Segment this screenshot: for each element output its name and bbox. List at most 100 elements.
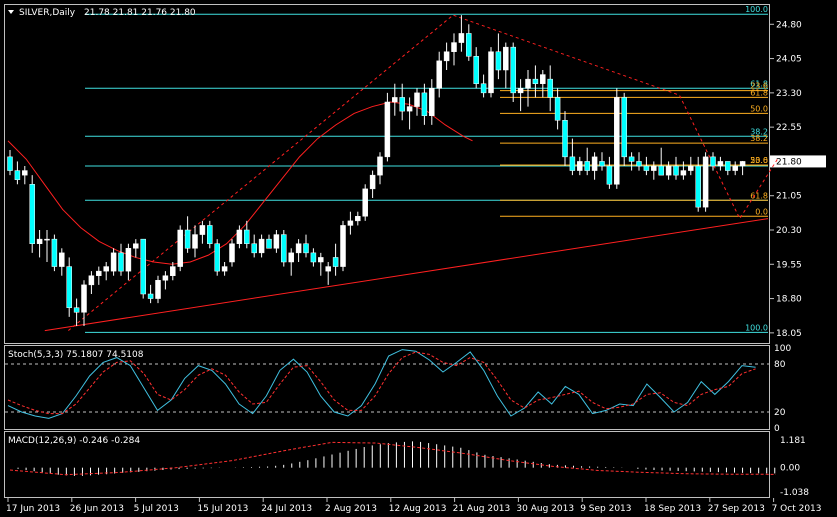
candle-body [162, 275, 169, 281]
price-tick-label: 21.05 [776, 192, 802, 202]
candle [495, 33, 502, 80]
candle-body [525, 78, 531, 89]
time-tick-label: 12 Aug 2013 [389, 504, 447, 514]
candle [577, 156, 583, 176]
candle-body [36, 238, 43, 244]
candle [303, 234, 309, 258]
candle-body [325, 266, 331, 272]
ohlc-readout: 21.78 21.81 21.76 21.80 [84, 8, 196, 18]
candle [739, 160, 746, 176]
candle-body [125, 248, 132, 272]
candle [347, 211, 354, 235]
candle-body [288, 252, 294, 263]
candle-body [473, 56, 479, 84]
time-tick-label: 7 Oct 2013 [772, 504, 822, 514]
candle-body [66, 266, 72, 308]
candle-body [184, 229, 191, 249]
price-tick-label: 23.30 [776, 89, 802, 99]
candle [310, 248, 317, 267]
candle [621, 92, 627, 166]
candle-body [614, 97, 620, 185]
candle-body [695, 165, 701, 208]
candle [162, 271, 169, 290]
candle [36, 230, 43, 258]
candle [266, 234, 272, 249]
candle-body [540, 74, 546, 84]
candle-body [340, 225, 346, 267]
candle [236, 225, 243, 249]
candle-body [118, 252, 124, 272]
fib-level-label: 23.6 [750, 156, 768, 165]
candle-body [51, 238, 58, 267]
fib-level-label: 61.8 [750, 79, 768, 88]
candle [651, 161, 657, 180]
candle-body [517, 88, 524, 94]
candle [332, 243, 339, 276]
candle [281, 230, 287, 267]
candle [517, 79, 524, 112]
candle [207, 220, 213, 249]
macd-tick-label: -1.038 [780, 488, 809, 498]
candle [725, 161, 731, 176]
candle [584, 147, 590, 176]
candle [392, 83, 398, 116]
candle [88, 271, 95, 294]
macd-tick-label: 0.00 [780, 464, 800, 474]
candle-body [399, 97, 405, 112]
candle [288, 248, 294, 276]
stochastic-oscillator: 100 80 20 0 [5, 344, 791, 434]
candle [658, 147, 664, 176]
macd-indicator: 1.181 0.00 -1.038 [9, 436, 809, 498]
candle [710, 152, 716, 171]
candle [192, 225, 198, 258]
stoch-main-line [7, 349, 756, 419]
candle-body [258, 238, 265, 254]
candle-body [414, 92, 420, 107]
price-tick-label: 18.05 [776, 329, 802, 339]
candle [414, 88, 420, 116]
candle [147, 284, 154, 304]
candle-body [96, 270, 102, 276]
candlesticks [7, 15, 746, 326]
candle [184, 216, 191, 253]
candle-body [7, 156, 13, 171]
candle [680, 161, 687, 180]
candle [214, 239, 220, 276]
candle-body [688, 165, 694, 171]
fib-level-label: 100.0 [745, 5, 768, 14]
candle [451, 33, 457, 66]
time-tick-label: 2 Aug 2013 [325, 504, 377, 514]
time-tick-label: 26 Jun 2013 [70, 504, 124, 514]
price-tick-label: 24.05 [776, 55, 802, 65]
candle [155, 275, 161, 304]
candle [340, 220, 346, 272]
price-axis: 24.80 24.05 23.30 22.55 21.80 21.05 20.30 19.55… [770, 20, 826, 339]
candle-body [236, 229, 243, 244]
candle [66, 257, 72, 317]
candle-body [332, 257, 339, 267]
candle [547, 65, 553, 112]
candle-body [577, 161, 583, 171]
price-panel-frame [4, 4, 770, 344]
candle-body [44, 238, 50, 241]
fib-level-label: 0.0 [755, 207, 768, 216]
candle [480, 74, 487, 98]
zigzag-line [68, 14, 778, 331]
candle-body [628, 156, 635, 162]
candle [7, 150, 13, 176]
time-tick-label: 15 Jul 2013 [197, 504, 248, 514]
candle [221, 262, 228, 276]
candle [510, 42, 516, 102]
time-tick-label: 9 Sep 2013 [580, 504, 631, 514]
macd-panel-frame [4, 431, 770, 498]
candle-body [569, 156, 576, 171]
candle-body [229, 243, 235, 263]
candle [96, 266, 102, 285]
fib-level-label: 50.0 [750, 156, 768, 165]
fib-level-label: 23.6 [750, 82, 768, 91]
candle-body [88, 275, 95, 286]
candle [554, 88, 561, 130]
symbol-dropdown-icon[interactable] [8, 10, 14, 14]
candle [362, 184, 368, 221]
